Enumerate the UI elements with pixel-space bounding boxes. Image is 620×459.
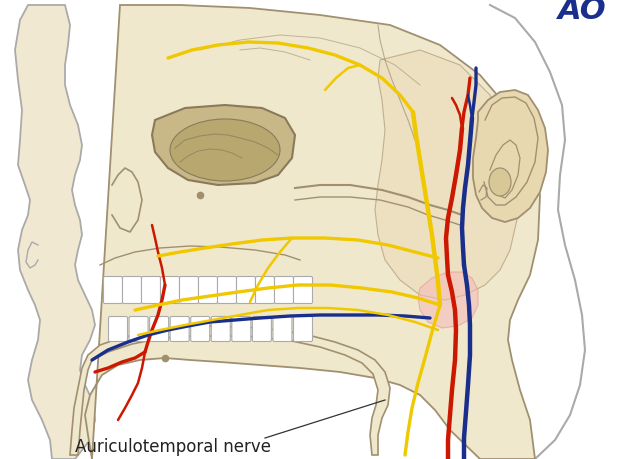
FancyBboxPatch shape bbox=[198, 276, 218, 303]
FancyBboxPatch shape bbox=[129, 317, 148, 341]
Polygon shape bbox=[85, 5, 540, 459]
FancyBboxPatch shape bbox=[252, 317, 272, 341]
Polygon shape bbox=[375, 50, 520, 300]
FancyBboxPatch shape bbox=[123, 276, 141, 303]
FancyBboxPatch shape bbox=[218, 276, 236, 303]
FancyBboxPatch shape bbox=[293, 276, 312, 303]
FancyBboxPatch shape bbox=[211, 317, 230, 341]
FancyBboxPatch shape bbox=[273, 317, 292, 341]
FancyBboxPatch shape bbox=[275, 276, 293, 303]
Text: AO: AO bbox=[558, 0, 606, 25]
FancyBboxPatch shape bbox=[141, 276, 161, 303]
FancyBboxPatch shape bbox=[232, 317, 251, 341]
Polygon shape bbox=[152, 105, 295, 185]
Polygon shape bbox=[418, 272, 478, 328]
FancyBboxPatch shape bbox=[108, 317, 128, 341]
Polygon shape bbox=[473, 90, 548, 222]
Text: Auriculotemporal nerve: Auriculotemporal nerve bbox=[75, 438, 271, 456]
Ellipse shape bbox=[489, 168, 511, 196]
FancyBboxPatch shape bbox=[191, 317, 210, 341]
Polygon shape bbox=[15, 5, 95, 459]
FancyBboxPatch shape bbox=[170, 317, 189, 341]
FancyBboxPatch shape bbox=[161, 276, 180, 303]
FancyBboxPatch shape bbox=[236, 276, 255, 303]
FancyBboxPatch shape bbox=[180, 276, 198, 303]
FancyBboxPatch shape bbox=[293, 317, 312, 341]
Ellipse shape bbox=[170, 119, 280, 181]
FancyBboxPatch shape bbox=[104, 276, 123, 303]
Polygon shape bbox=[70, 326, 390, 455]
FancyBboxPatch shape bbox=[149, 317, 169, 341]
FancyBboxPatch shape bbox=[255, 276, 275, 303]
